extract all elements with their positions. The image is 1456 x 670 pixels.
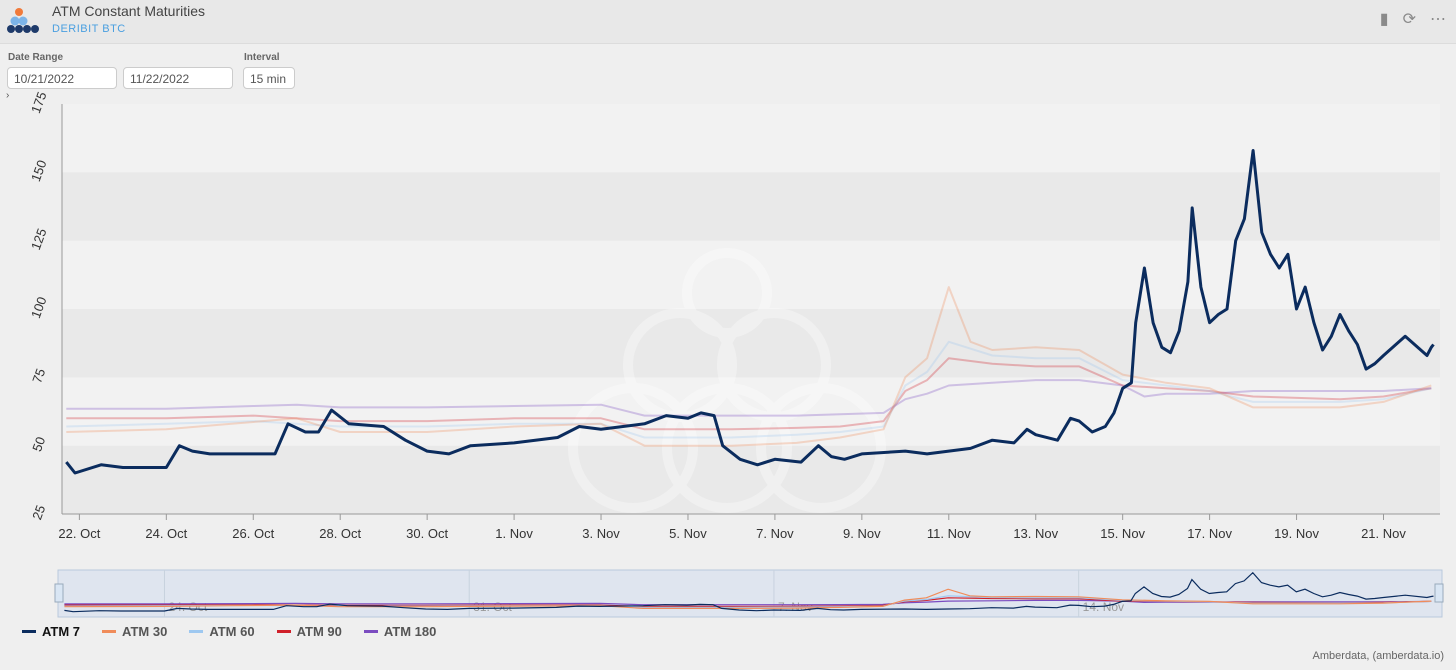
series-line-atm-90[interactable] (66, 357, 1432, 431)
credit-text: Amberdata, (amberdata.io) (1312, 650, 1444, 662)
x-tick-label: 1. Nov (495, 526, 533, 541)
y-tick-label: 75 (29, 366, 48, 385)
series-line-atm-60[interactable] (66, 340, 1432, 439)
legend-item-atm-90[interactable]: ATM 90 (276, 624, 342, 639)
navigator-label: 14. Nov (1083, 600, 1124, 614)
y-tick-label: 125 (28, 226, 50, 252)
bookmark-icon[interactable]: ▮ (1379, 11, 1389, 28)
legend-swatch (363, 630, 378, 633)
plot-band (62, 240, 1440, 309)
more-options-icon[interactable]: ⋯ (1430, 11, 1446, 28)
x-tick-label: 13. Nov (1013, 526, 1058, 541)
expand-chevron-icon[interactable]: › (6, 90, 10, 101)
end-date-input[interactable]: 11/22/2022 (123, 67, 233, 89)
y-tick-label: 150 (28, 158, 50, 184)
navigator-right-handle[interactable] (1434, 583, 1444, 603)
amberdata-logo (7, 8, 39, 33)
legend-item-atm-180[interactable]: ATM 180 (363, 624, 437, 639)
legend-label: ATM 60 (209, 624, 255, 639)
plot-band (62, 104, 1440, 173)
x-tick-label: 30. Oct (406, 526, 448, 541)
x-tick-label: 24. Oct (145, 526, 187, 541)
page-title: ATM Constant Maturities (52, 3, 206, 19)
y-tick-label: 175 (28, 90, 50, 116)
x-tick-label: 26. Oct (232, 526, 274, 541)
legend-swatch (22, 630, 36, 633)
series-line-atm-180[interactable] (66, 379, 1432, 417)
plot-band (62, 172, 1440, 241)
atm-chart: 25 50 75 100 125 150 175 22. Oct 24. Oct 26. Oct… (28, 90, 1444, 618)
navigator-line (64, 588, 1432, 610)
chart-legend: ATM 7 ATM 30 ATM 60 ATM 90 ATM 180 (22, 624, 436, 639)
x-tick-label: 9. Nov (843, 526, 881, 541)
refresh-icon[interactable]: ⟳ (1402, 11, 1416, 28)
x-tick-label: 5. Nov (669, 526, 707, 541)
x-tick-label: 28. Oct (319, 526, 361, 541)
legend-label: ATM 30 (122, 624, 168, 639)
y-tick-label: 100 (28, 295, 50, 321)
x-tick-label: 17. Nov (1187, 526, 1232, 541)
start-date-input[interactable]: 10/21/2022 (7, 67, 117, 89)
legend-swatch (276, 630, 291, 633)
legend-item-atm-60[interactable]: ATM 60 (189, 624, 255, 639)
x-tick-label: 22. Oct (58, 526, 100, 541)
watermark-logo (568, 248, 886, 513)
navigator-line (64, 571, 1434, 613)
navigator-left-handle[interactable] (54, 583, 64, 603)
x-tick-label: 7. Nov (756, 526, 794, 541)
exchange-subtitle: DERIBIT BTC (52, 23, 126, 35)
x-tick-label: 21. Nov (1361, 526, 1406, 541)
date-range-label: Date Range (8, 52, 64, 63)
plot-band (62, 377, 1440, 446)
x-tick-label: 11. Nov (927, 526, 971, 541)
navigator-label: 24. Oct (168, 600, 207, 614)
legend-swatch (102, 630, 117, 633)
legend-label: ATM 90 (296, 624, 342, 639)
legend-label: ATM 180 (383, 624, 437, 639)
series-line-atm-7[interactable] (65, 149, 1435, 475)
x-tick-label: 3. Nov (582, 526, 620, 541)
legend-swatch (189, 630, 204, 633)
legend-label: ATM 7 (42, 624, 81, 639)
navigator-label: 31. Oct (473, 600, 512, 614)
y-tick-label: 50 (29, 435, 48, 454)
x-tick-label: 15. Nov (1100, 526, 1145, 541)
x-tick-label: 19. Nov (1274, 526, 1319, 541)
interval-select[interactable]: 15 min (243, 67, 295, 89)
panel-header: ATM Constant Maturities DERIBIT BTC ▮ ⟳ … (0, 0, 1456, 44)
series-line-atm-30[interactable] (66, 286, 1432, 447)
interval-label: Interval (244, 52, 280, 63)
plot-band (62, 445, 1440, 514)
legend-item-atm-30[interactable]: ATM 30 (102, 624, 167, 639)
legend-item-atm-7[interactable]: ATM 7 (22, 624, 80, 639)
y-tick-label: 25 (29, 503, 48, 522)
